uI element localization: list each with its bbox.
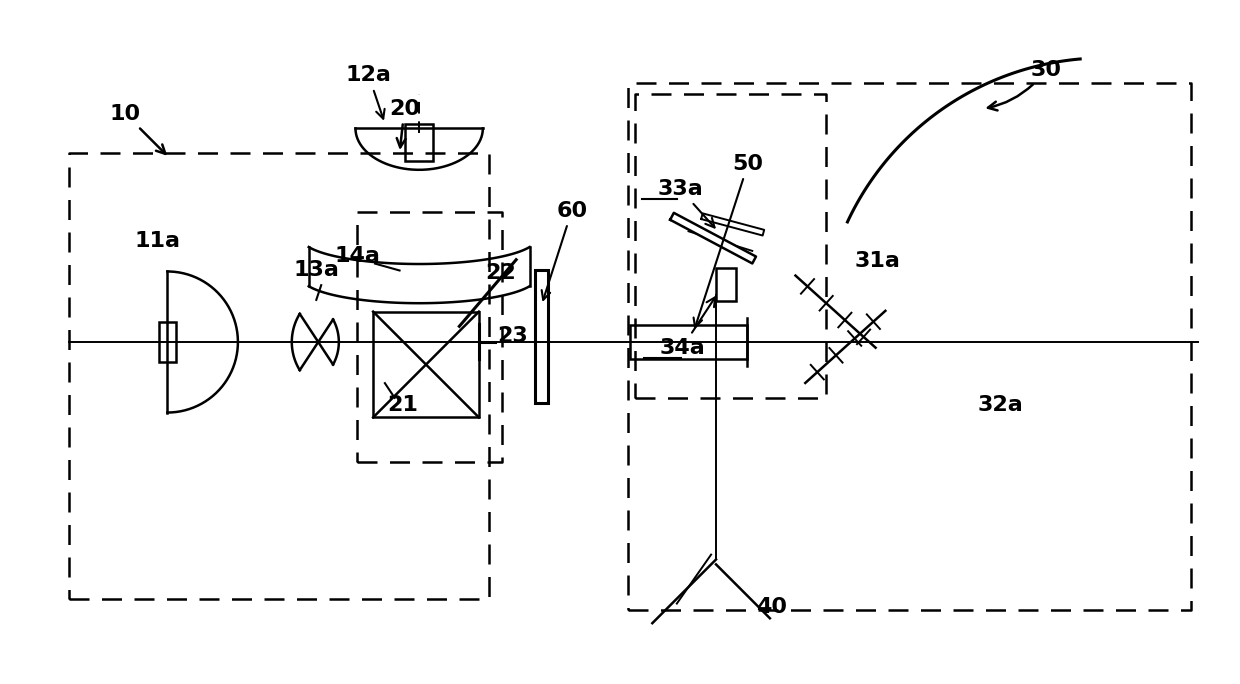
Text: 10: 10 <box>109 104 165 154</box>
Text: 23: 23 <box>497 326 527 346</box>
Text: 21: 21 <box>387 395 418 415</box>
Text: 40: 40 <box>756 596 787 616</box>
Text: 34a: 34a <box>660 298 715 358</box>
Polygon shape <box>670 213 756 263</box>
Text: 60: 60 <box>542 200 588 300</box>
Bar <box>159 322 176 362</box>
Text: 11a: 11a <box>135 231 181 251</box>
Text: 31a: 31a <box>854 250 900 271</box>
Bar <box>405 124 433 161</box>
Text: 32a: 32a <box>977 395 1023 415</box>
Text: 33a: 33a <box>657 179 714 228</box>
Text: 12a: 12a <box>346 66 392 119</box>
Text: 50: 50 <box>693 154 764 328</box>
Text: 22: 22 <box>485 263 516 283</box>
Text: 20: 20 <box>389 98 420 147</box>
Bar <box>715 267 735 301</box>
Bar <box>373 312 479 417</box>
Text: 13a: 13a <box>294 261 340 280</box>
Text: 14a: 14a <box>334 246 379 266</box>
Text: 30: 30 <box>988 60 1061 110</box>
Bar <box>534 270 548 403</box>
Bar <box>630 326 748 358</box>
Polygon shape <box>701 213 764 235</box>
